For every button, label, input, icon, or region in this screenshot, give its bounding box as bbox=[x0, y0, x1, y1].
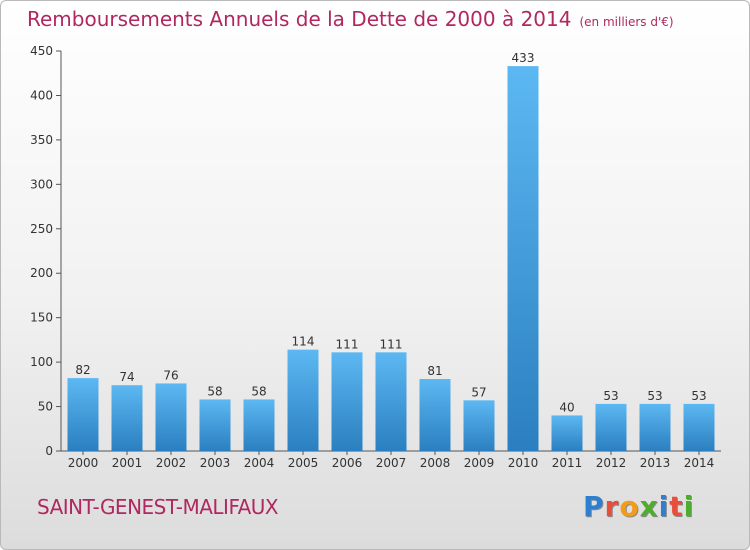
chart-value-labels: 82 74 76 58 58 114 111 111 81 57 433 40 53 53 53 bbox=[75, 51, 706, 414]
commune-name: SAINT-GENEST-MALIFAUX bbox=[37, 495, 279, 519]
bar-value-label: 82 bbox=[75, 363, 90, 377]
y-tick-label: 250 bbox=[30, 222, 53, 236]
y-tick-label: 450 bbox=[30, 44, 53, 58]
logo-letter: i bbox=[683, 490, 695, 523]
bar-value-label: 114 bbox=[292, 335, 315, 349]
y-tick-label: 300 bbox=[30, 177, 53, 191]
x-tick-label: 2010 bbox=[508, 456, 539, 470]
x-tick-label: 2000 bbox=[68, 456, 99, 470]
x-tick-label: 2002 bbox=[156, 456, 187, 470]
x-tick-label: 2009 bbox=[464, 456, 495, 470]
chart-unit: (en milliers d'€) bbox=[579, 15, 674, 29]
bar bbox=[243, 399, 275, 451]
x-tick-label: 2006 bbox=[332, 456, 363, 470]
chart-axes: 0 50 100 150 200 250 300 350 400 450 2000 2001 2002 2… bbox=[30, 44, 721, 470]
bar-value-label: 53 bbox=[647, 389, 662, 403]
x-tick-label: 2004 bbox=[244, 456, 275, 470]
y-tick-label: 50 bbox=[38, 400, 53, 414]
bar-value-label: 57 bbox=[471, 385, 486, 399]
logo-letter: o bbox=[619, 490, 640, 523]
y-tick-label: 0 bbox=[45, 444, 53, 458]
x-tick-label: 2003 bbox=[200, 456, 231, 470]
bar-value-label: 111 bbox=[336, 337, 359, 351]
bar-value-label: 81 bbox=[427, 364, 442, 378]
proxiti-logo: Proxiti bbox=[583, 490, 694, 523]
bar bbox=[155, 383, 187, 451]
logo-letter: P bbox=[583, 490, 605, 523]
x-tick-label: 2008 bbox=[420, 456, 451, 470]
bar bbox=[331, 352, 363, 451]
logo-letter: r bbox=[604, 490, 620, 523]
chart-title: Remboursements Annuels de la Dette de 20… bbox=[27, 7, 674, 31]
bar bbox=[595, 403, 627, 451]
x-tick-label: 2012 bbox=[596, 456, 627, 470]
x-tick-label: 2013 bbox=[640, 456, 671, 470]
y-tick-label: 200 bbox=[30, 266, 53, 280]
y-tick-label: 150 bbox=[30, 311, 53, 325]
bar bbox=[111, 385, 143, 451]
y-tick-label: 100 bbox=[30, 355, 53, 369]
bar bbox=[463, 400, 495, 451]
bar bbox=[639, 403, 671, 451]
bar-value-label: 74 bbox=[119, 370, 134, 384]
bar bbox=[375, 352, 407, 451]
bar-value-label: 111 bbox=[380, 337, 403, 351]
bar-value-label: 58 bbox=[251, 384, 266, 398]
bar bbox=[419, 379, 451, 451]
bar-value-label: 433 bbox=[512, 51, 535, 65]
y-tick-label: 400 bbox=[30, 88, 53, 102]
y-tick-label: 350 bbox=[30, 133, 53, 147]
bar-value-label: 53 bbox=[603, 389, 618, 403]
bar-value-label: 76 bbox=[163, 368, 178, 382]
bar bbox=[199, 399, 231, 451]
logo-letter: t bbox=[669, 490, 684, 523]
bar-value-label: 40 bbox=[559, 400, 574, 414]
bar-value-label: 53 bbox=[691, 389, 706, 403]
x-tick-label: 2001 bbox=[112, 456, 143, 470]
chart-title-text: Remboursements Annuels de la Dette de 20… bbox=[27, 7, 572, 31]
bar bbox=[507, 66, 539, 451]
x-tick-label: 2014 bbox=[684, 456, 715, 470]
bar-value-label: 58 bbox=[207, 384, 222, 398]
bar bbox=[67, 378, 99, 451]
x-tick-label: 2005 bbox=[288, 456, 319, 470]
logo-letter: x bbox=[639, 490, 659, 523]
x-tick-label: 2007 bbox=[376, 456, 407, 470]
chart-bars bbox=[67, 66, 715, 451]
bar bbox=[551, 415, 583, 451]
x-tick-label: 2011 bbox=[552, 456, 583, 470]
logo-letter: i bbox=[658, 490, 670, 523]
bar bbox=[683, 403, 715, 451]
bar bbox=[287, 349, 319, 451]
